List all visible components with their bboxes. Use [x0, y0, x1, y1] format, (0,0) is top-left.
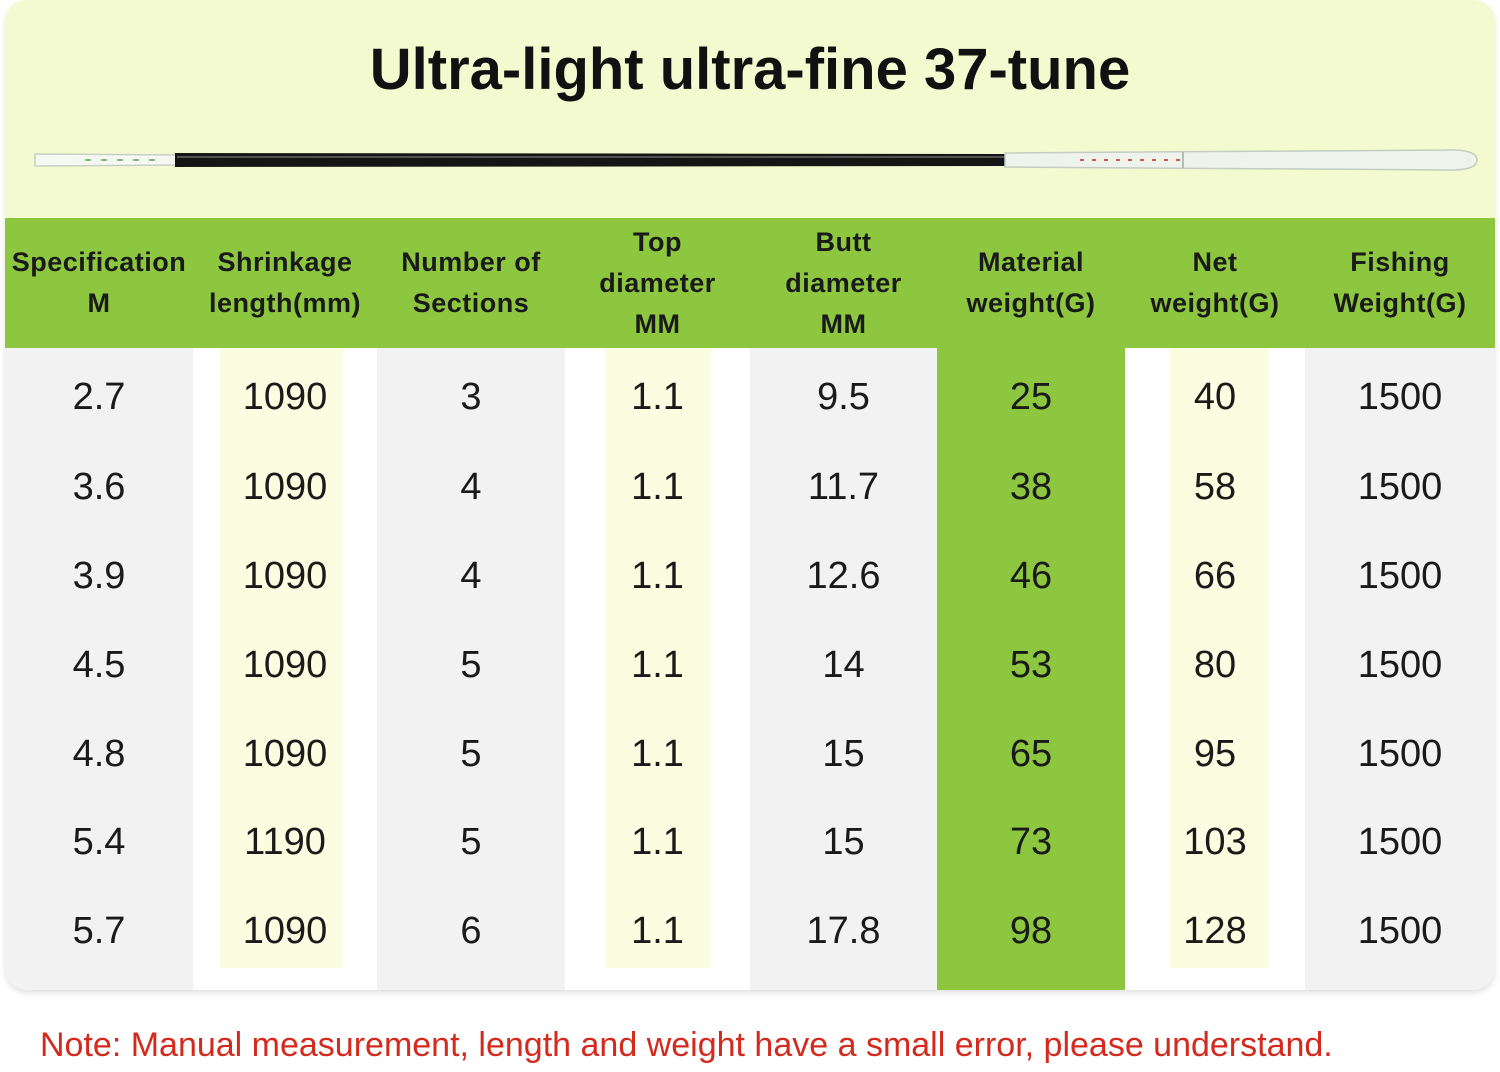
table-cell: 5	[460, 821, 482, 863]
table-cell: 4	[460, 555, 482, 597]
table-cell: 1.1	[631, 910, 684, 952]
table-cell: 5.4	[72, 821, 126, 863]
table-cell: 1.1	[631, 555, 684, 597]
table-cell: 1.1	[631, 376, 684, 418]
table-cell: 65	[1009, 733, 1053, 775]
header-cell: Butt diameter MM	[750, 218, 937, 348]
header-line: Net	[1192, 247, 1238, 277]
header-line: Fishing	[1350, 247, 1450, 277]
header-cell: Material weight(G)	[937, 218, 1125, 348]
table-cell: 103	[1183, 821, 1247, 863]
table-cell: 25	[1009, 376, 1053, 418]
table-cell: 80	[1193, 644, 1237, 686]
header-line: Material	[977, 247, 1085, 277]
note: Note: Manual measurement, length and wei…	[40, 1026, 1333, 1064]
header-line: Sections	[412, 288, 530, 318]
table-cell: 11.7	[807, 466, 880, 508]
table-cell: 40	[1193, 376, 1237, 418]
table-cell: 6	[460, 910, 482, 952]
header-line: Shrinkage	[217, 247, 353, 277]
table-cell: 38	[1009, 466, 1053, 508]
header-line: Top	[633, 226, 682, 257]
column-highlight	[220, 348, 343, 968]
table-cell: 2.7	[72, 376, 126, 418]
table-cell: 53	[1009, 644, 1053, 686]
table-cell: 9.5	[817, 376, 870, 418]
header-line: weight(G)	[966, 288, 1096, 318]
title: Ultra-light ultra-fine 37-tune	[369, 37, 1131, 102]
column-highlight	[605, 348, 711, 968]
table-cell: 5.7	[72, 910, 126, 952]
fishing-rod	[34, 149, 1478, 171]
table-cell: 3.9	[72, 555, 126, 597]
header-line: MM	[634, 308, 681, 339]
table-cell: 1090	[242, 376, 328, 418]
table-cell: 1500	[1357, 910, 1443, 952]
table-cell: 1.1	[631, 644, 684, 686]
header-line: Specification	[11, 247, 187, 277]
table-cell: 1.1	[631, 821, 684, 863]
table-cell: 1500	[1357, 644, 1443, 686]
header-line: Weight(G)	[1333, 288, 1467, 318]
table-cell: 5	[460, 644, 482, 686]
header-line: length(mm)	[209, 288, 361, 318]
table-cell: 95	[1193, 733, 1237, 775]
table-cell: 15	[822, 821, 865, 863]
table-cell: 4	[460, 466, 482, 508]
table-cell: 1500	[1357, 466, 1443, 508]
table-cell: 1500	[1357, 821, 1443, 863]
table-cell: 1190	[244, 821, 326, 863]
table-cell: 3.6	[72, 466, 126, 508]
table-cell: 58	[1193, 466, 1237, 508]
table-cell: 1.1	[631, 733, 684, 775]
header-cell: Specification M	[5, 218, 193, 348]
header-line: Number of	[401, 247, 541, 277]
header-line: MM	[820, 308, 867, 339]
header-cell: Net weight(G)	[1125, 218, 1305, 348]
header-line: Butt	[815, 226, 872, 257]
table-cell: 1.1	[631, 466, 684, 508]
table-cell: 5	[460, 733, 482, 775]
header-line: diameter	[599, 267, 716, 298]
table-cell: 4.5	[72, 644, 126, 686]
header-line: diameter	[785, 267, 902, 298]
table-cell: 17.8	[806, 910, 881, 952]
table-cell: 14	[822, 644, 865, 686]
table-cell: 12.6	[806, 555, 881, 597]
table-cell: 1090	[242, 644, 328, 686]
table-cell: 128	[1183, 910, 1247, 952]
table-cell: 1090	[242, 466, 328, 508]
table-cell: 3	[460, 376, 482, 418]
table-cell: 15	[822, 733, 865, 775]
header-cell: Number of Sections	[377, 218, 565, 348]
column-highlight	[1170, 348, 1269, 968]
header-cell: Fishing Weight(G)	[1305, 218, 1495, 348]
table-cell: 1090	[242, 733, 328, 775]
table-cell: 98	[1009, 910, 1053, 952]
header-line: M	[87, 288, 111, 318]
table-cell: 4.8	[72, 733, 126, 775]
table-cell: 66	[1193, 555, 1237, 597]
table-cell: 1500	[1357, 555, 1443, 597]
table-cell: 1090	[242, 555, 328, 597]
table-cell: 1500	[1357, 733, 1443, 775]
header-cell: Shrinkage length(mm)	[193, 218, 377, 348]
table-cell: 73	[1009, 821, 1053, 863]
table-cell: 1500	[1357, 376, 1443, 418]
spec-table: Specification M Shrinkage length(mm) Number …	[5, 218, 1495, 990]
table-cell: 46	[1009, 555, 1053, 597]
table-cell: 1090	[242, 910, 328, 952]
header-cell: Top diameter MM	[565, 218, 750, 348]
spec-card: Ultra-light ultra-fine 37-tune Specifica…	[5, 0, 1495, 990]
header-line: weight(G)	[1150, 288, 1280, 318]
